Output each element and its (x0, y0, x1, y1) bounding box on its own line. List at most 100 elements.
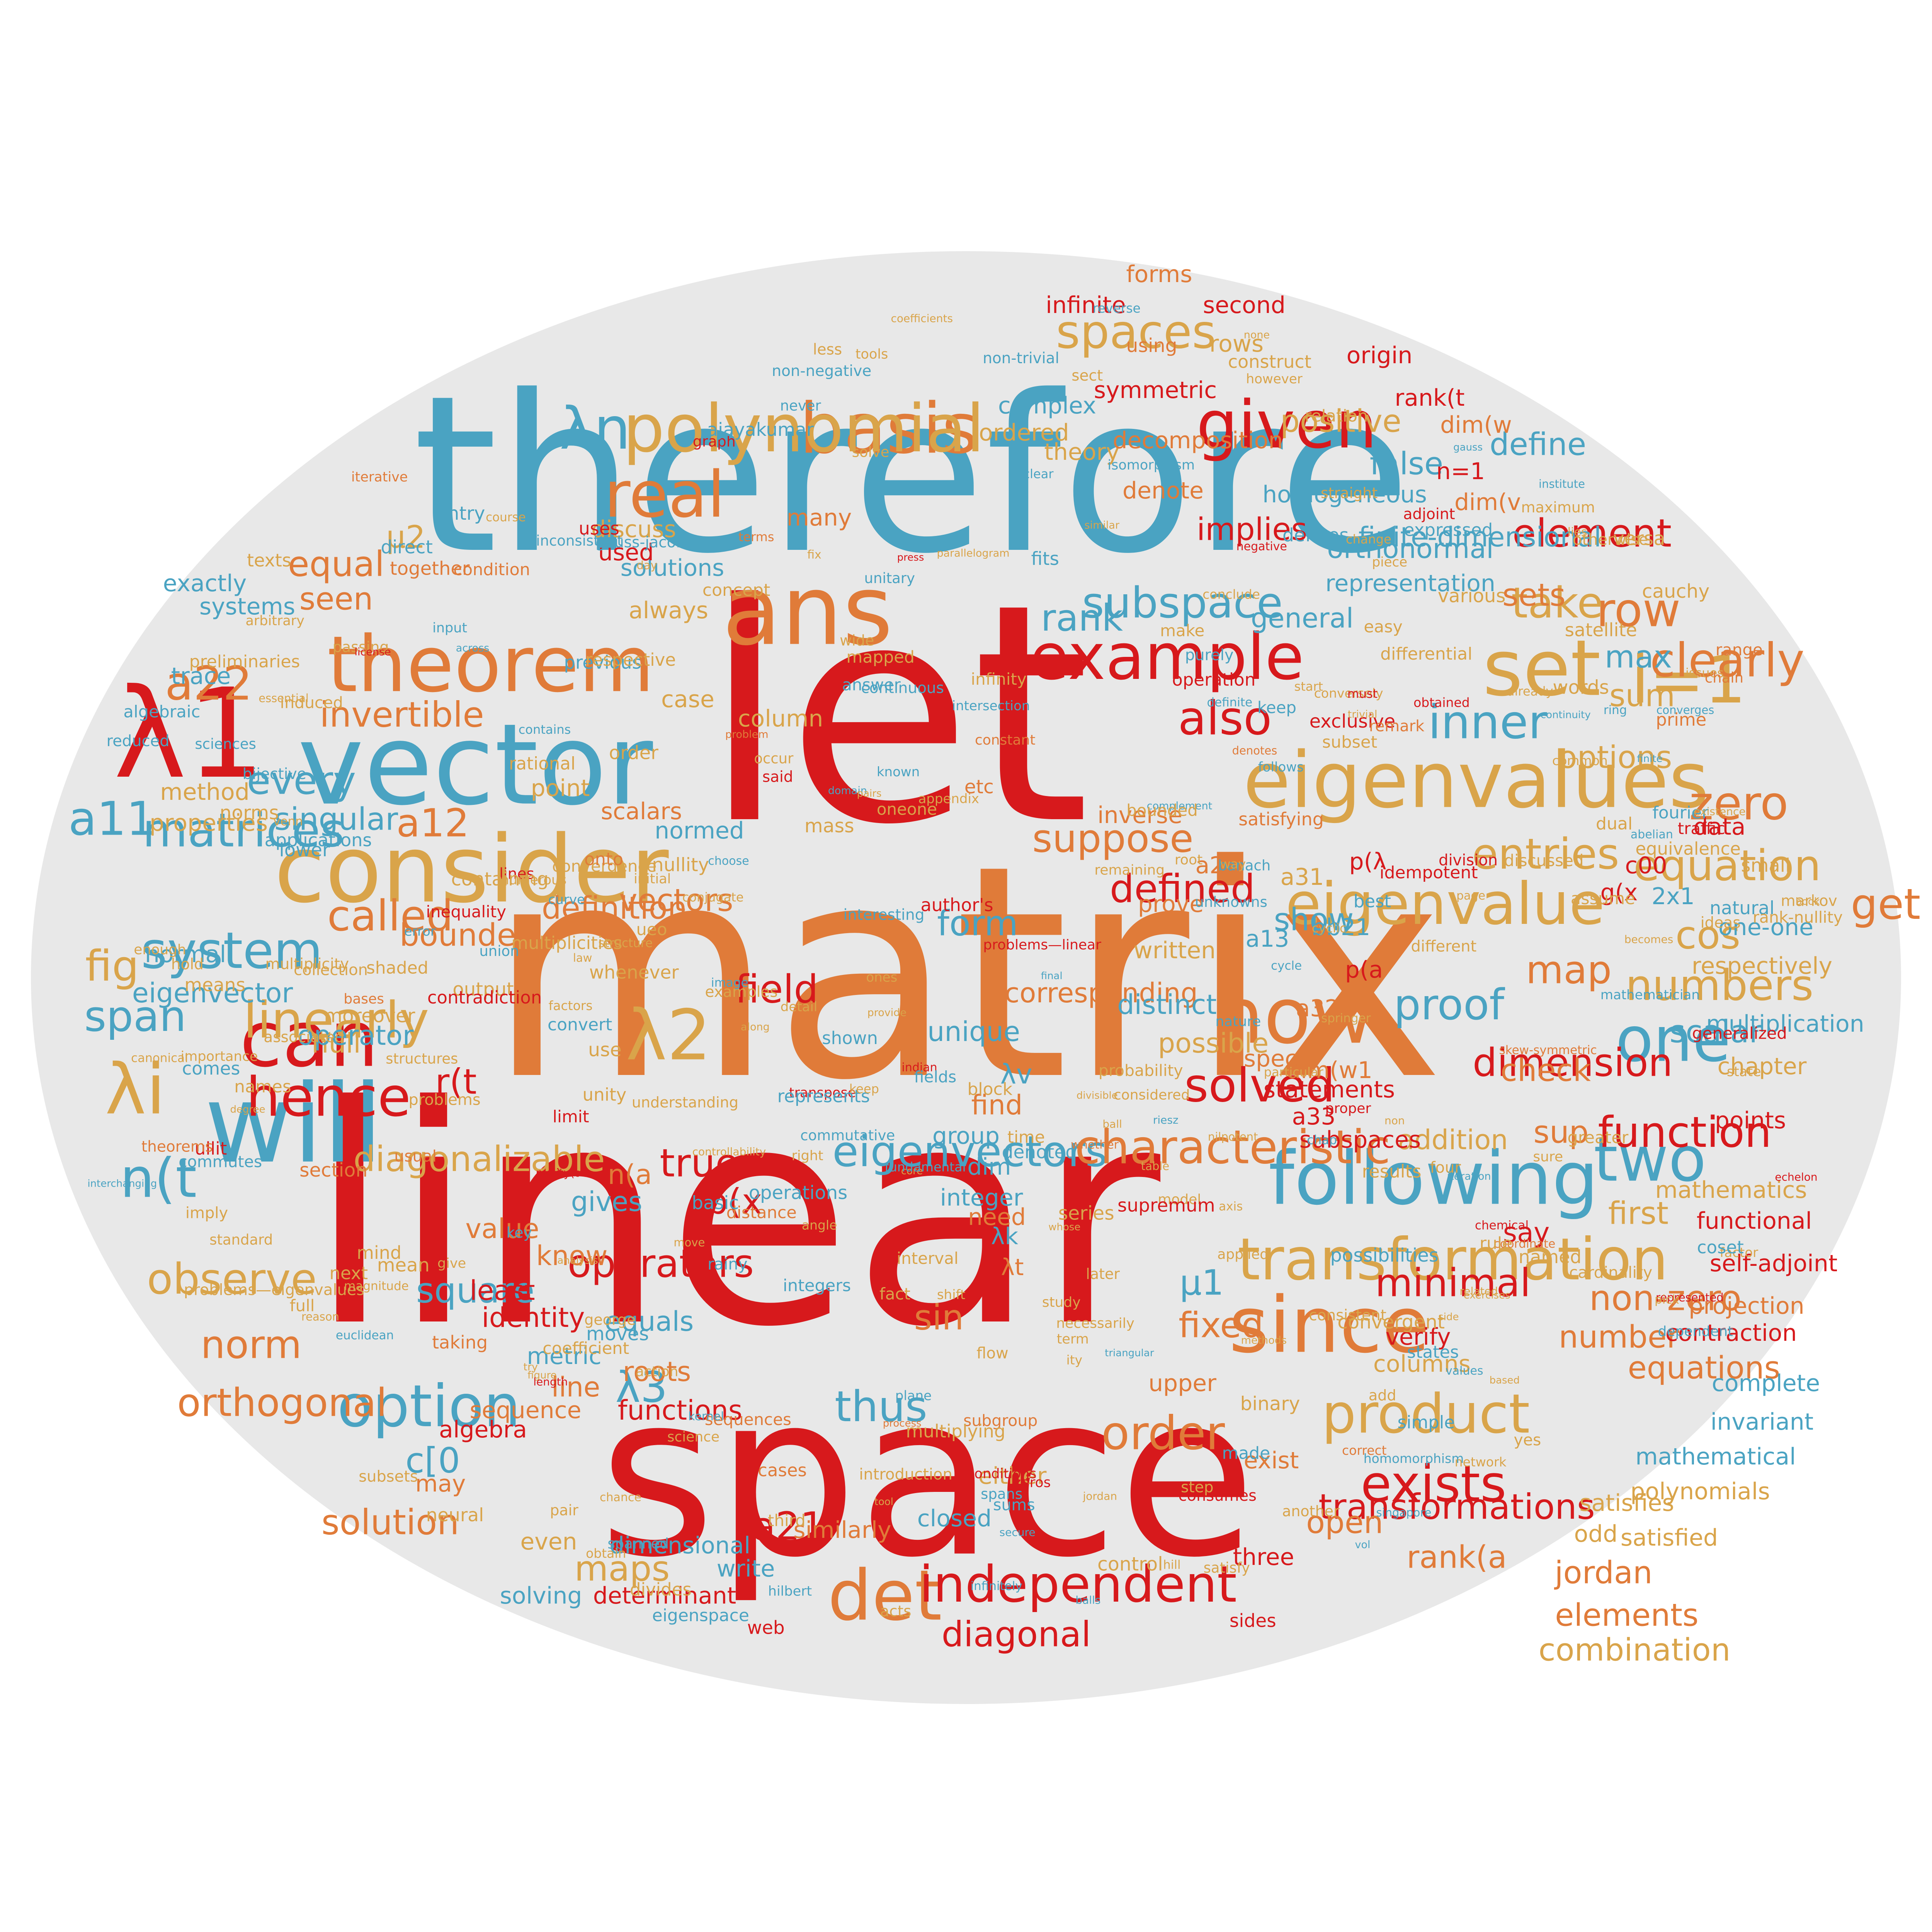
word-334: represents (777, 1086, 870, 1107)
word-26: eigenvalue (1286, 871, 1605, 938)
word-102: p(x (706, 1182, 762, 1222)
word-507: oneone (877, 800, 937, 819)
word-261: springer (1321, 1011, 1371, 1025)
word-143: dim (967, 1153, 1011, 1180)
word-427: trivial (1348, 708, 1378, 720)
word-12: λn (560, 395, 631, 463)
word-83: minimal (1375, 1260, 1531, 1306)
word-534: commutative (800, 1127, 895, 1144)
word-404: fits (1031, 548, 1059, 570)
word-1: matrix (487, 803, 1444, 1145)
word-200: symmetric (1094, 377, 1217, 404)
word-117: scalar (1670, 1014, 1762, 1050)
word-182: point (531, 775, 590, 802)
word-110: positive (1280, 403, 1401, 439)
word-477: exercises (1464, 1290, 1510, 1301)
word-20: now (1215, 971, 1374, 1061)
word-448: homomorphism (1364, 1451, 1464, 1466)
word-378: whose (1048, 1221, 1080, 1233)
word-519: parallelogram (937, 548, 1010, 560)
word-508: basic (692, 1192, 739, 1214)
word-420: problems—eigenvalues (184, 1281, 365, 1299)
word-337: words (1553, 676, 1609, 698)
word-481: george (584, 1311, 636, 1328)
word-413: mind (357, 1242, 401, 1263)
word-392: spanned (607, 1536, 669, 1552)
word-549: contains (519, 722, 571, 737)
word-416: unity (583, 1085, 627, 1105)
word-76: true (660, 1141, 739, 1186)
word-176: statements (1264, 1076, 1395, 1103)
word-275: interchanging (87, 1178, 157, 1189)
word-504: mathematician (1600, 987, 1700, 1003)
word-523: nullity (652, 854, 709, 876)
word-342: author's (920, 895, 993, 915)
word-505: entry (436, 503, 485, 524)
word-124: definition (542, 890, 687, 926)
word-588: easy (1364, 617, 1403, 636)
word-493: inconsistent (536, 532, 622, 549)
word-221: 2x1 (1651, 883, 1695, 910)
word-153: identity (481, 1302, 585, 1333)
word-323: subsets (359, 1468, 418, 1486)
word-236: polynomials (1630, 1478, 1770, 1505)
word-400: differential (1380, 644, 1472, 664)
word-105: equal (288, 544, 384, 585)
word-227: points (1715, 1107, 1786, 1134)
word-207: rank(t (1395, 384, 1464, 412)
word-397: another (1282, 1503, 1340, 1520)
word-417: chain (1705, 669, 1743, 686)
word-577: small (1741, 855, 1791, 876)
word-401: different (1411, 938, 1476, 956)
word-332: indian (902, 1061, 937, 1075)
word-4: space (599, 1346, 1256, 1607)
word-439: greater (1568, 1128, 1629, 1147)
word-253: subset (1322, 733, 1378, 752)
word-251: nilpotent (1208, 1130, 1258, 1143)
word-304: moreover (324, 1005, 415, 1027)
word-542: initial (634, 871, 671, 887)
word-423: nature (1215, 1014, 1261, 1030)
word-369: becomes (1624, 933, 1673, 946)
word-496: use (588, 1039, 622, 1061)
word-329: taking (432, 1332, 488, 1353)
word-62: called (327, 891, 454, 940)
word-522: canonical (131, 1051, 188, 1065)
word-306: satisfying (1238, 809, 1324, 830)
word-389: series (1058, 1202, 1114, 1224)
word-479: sides (1230, 1611, 1276, 1632)
word-338: tools (855, 347, 888, 362)
word-399: made (1222, 1443, 1270, 1463)
word-446: license (355, 646, 391, 658)
word-280: unknowns (1195, 894, 1267, 910)
word-276: graph (693, 433, 736, 450)
word-89: thus (835, 1382, 927, 1431)
word-231: projection (1689, 1293, 1804, 1320)
word-204: rows (1209, 330, 1264, 357)
word-409: sure (1533, 1149, 1563, 1165)
word-497: cauchy (1642, 580, 1709, 602)
word-66: proof (1394, 980, 1505, 1029)
word-111: implies (1197, 512, 1307, 548)
word-524: converges (1656, 704, 1714, 717)
word-297: integers (783, 1276, 851, 1295)
word-245: banach (1218, 857, 1270, 874)
word-571: answer (842, 675, 901, 694)
word-324: iterative (351, 469, 408, 485)
word-574: day (636, 559, 657, 572)
word-326: science (667, 1429, 719, 1445)
word-546: definite (1207, 696, 1252, 709)
word-257: represented (1656, 1291, 1724, 1304)
word-40: a11 (68, 793, 156, 846)
word-123: singular (274, 801, 398, 837)
word-69: numbers (1626, 961, 1814, 1010)
word-516: angle (802, 1218, 837, 1233)
word-460: conclude (1202, 587, 1260, 602)
word-108: sum (1609, 678, 1675, 714)
word-440: conjugate (682, 890, 744, 905)
word-87: equations (1628, 1350, 1781, 1386)
word-296: factors (549, 998, 593, 1013)
word-509: image (711, 976, 748, 990)
word-472: commutes (179, 1153, 262, 1171)
word-13: λ1 (114, 662, 265, 806)
